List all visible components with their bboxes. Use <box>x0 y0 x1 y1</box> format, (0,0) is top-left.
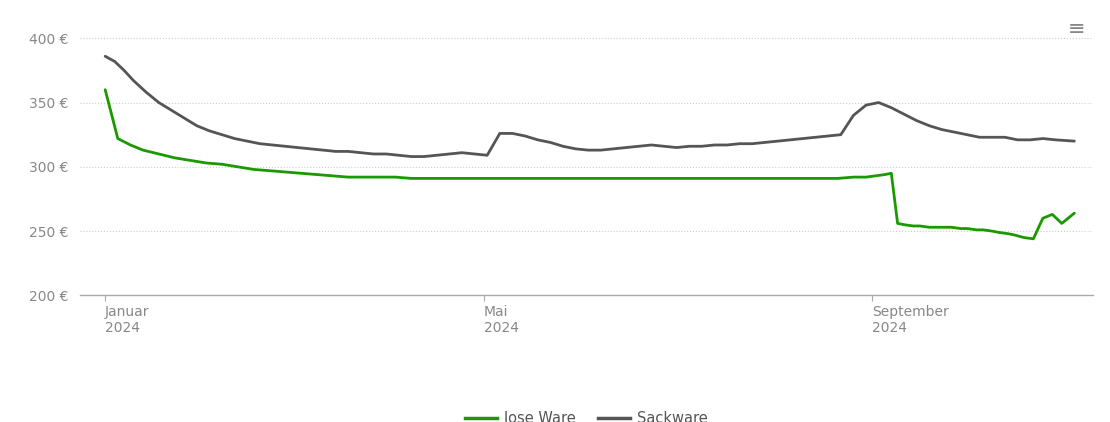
Text: ≡: ≡ <box>1068 19 1086 39</box>
Legend: lose Ware, Sackware: lose Ware, Sackware <box>460 405 714 422</box>
